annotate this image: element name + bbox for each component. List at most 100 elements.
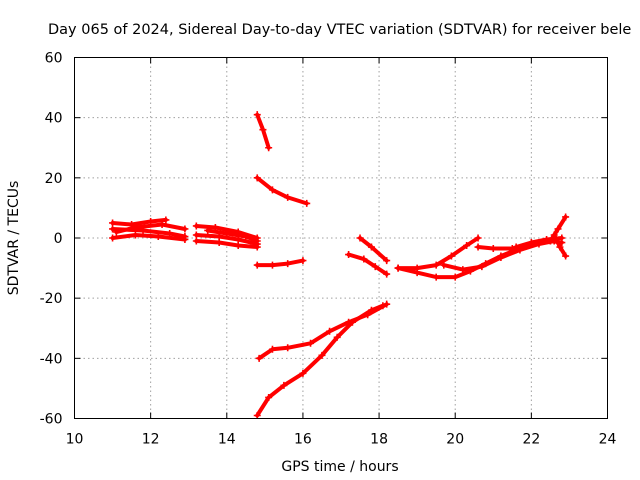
x-tick-label: 16 bbox=[294, 432, 312, 448]
x-tick-label: 22 bbox=[522, 432, 540, 448]
data-point-marker bbox=[451, 273, 459, 281]
data-point-marker bbox=[192, 222, 200, 230]
data-series bbox=[109, 225, 189, 240]
data-point-marker bbox=[253, 237, 261, 245]
data-point-marker bbox=[554, 225, 562, 233]
data-point-marker bbox=[215, 239, 223, 247]
y-tick-label: -40 bbox=[40, 351, 63, 367]
series-track bbox=[205, 228, 260, 243]
data-point-marker bbox=[268, 186, 276, 194]
series-track bbox=[110, 233, 187, 242]
data-point-marker bbox=[192, 237, 200, 245]
data-point-marker bbox=[139, 226, 147, 234]
data-point-marker bbox=[546, 237, 554, 245]
data-series bbox=[550, 231, 570, 260]
data-series bbox=[253, 257, 307, 269]
data-series bbox=[253, 302, 387, 419]
y-axis-label: SDTVAR / TECUs bbox=[6, 181, 22, 296]
data-point-marker bbox=[204, 226, 212, 234]
series-track bbox=[194, 239, 260, 249]
data-point-marker bbox=[367, 306, 375, 314]
data-point-marker bbox=[550, 231, 558, 239]
x-tick-label: 12 bbox=[142, 432, 160, 448]
data-point-marker bbox=[253, 243, 261, 251]
data-series bbox=[204, 226, 261, 245]
data-point-marker bbox=[166, 229, 174, 237]
data-point-marker bbox=[223, 229, 231, 237]
series-track bbox=[255, 175, 309, 206]
data-point-marker bbox=[253, 111, 261, 119]
data-point-marker bbox=[356, 234, 364, 242]
x-tick-label: 18 bbox=[370, 432, 388, 448]
data-point-marker bbox=[333, 333, 341, 341]
data-point-marker bbox=[394, 264, 402, 272]
data-point-marker bbox=[253, 411, 261, 419]
data-point-marker bbox=[367, 243, 375, 251]
y-tick-label: -60 bbox=[40, 412, 63, 428]
data-point-marker bbox=[284, 344, 292, 352]
data-point-marker bbox=[259, 126, 267, 134]
y-tick-label: 0 bbox=[54, 231, 63, 247]
data-series bbox=[546, 213, 570, 245]
data-point-marker bbox=[253, 261, 261, 269]
data-series bbox=[253, 174, 311, 207]
data-point-marker bbox=[181, 225, 189, 233]
series-track bbox=[110, 217, 168, 227]
data-point-marker bbox=[474, 243, 482, 251]
data-point-marker bbox=[508, 245, 516, 253]
data-point-marker bbox=[299, 369, 307, 377]
data-point-marker bbox=[162, 216, 170, 224]
data-point-marker bbox=[268, 345, 276, 353]
data-point-marker bbox=[242, 232, 250, 240]
data-point-marker bbox=[360, 255, 368, 263]
data-point-marker bbox=[109, 219, 117, 227]
data-series bbox=[394, 234, 482, 272]
data-series bbox=[345, 251, 391, 278]
y-tick-label: 40 bbox=[45, 111, 63, 127]
data-point-marker bbox=[543, 236, 551, 244]
data-point-marker bbox=[181, 232, 189, 240]
data-point-marker bbox=[562, 213, 570, 221]
data-point-marker bbox=[303, 199, 311, 207]
data-point-marker bbox=[348, 318, 356, 326]
data-point-marker bbox=[440, 261, 448, 269]
data-point-marker bbox=[268, 261, 276, 269]
series-track bbox=[255, 303, 385, 418]
x-tick-label: 24 bbox=[599, 432, 617, 448]
chart-title: Day 065 of 2024, Sidereal Day-to-day VTE… bbox=[48, 22, 631, 38]
series-track bbox=[194, 233, 260, 246]
data-point-marker bbox=[192, 231, 200, 239]
series-track bbox=[346, 252, 389, 277]
data-point-marker bbox=[512, 243, 520, 251]
data-point-marker bbox=[265, 393, 273, 401]
tick-layer: 10 12 14 16 18 20 22 24 -60 -40 -20 0 20 40 60 bbox=[40, 51, 617, 448]
data-series bbox=[109, 216, 170, 228]
data-point-marker bbox=[474, 234, 482, 242]
y-tick-label: 20 bbox=[45, 171, 63, 187]
y-tick-label: -20 bbox=[40, 291, 63, 307]
data-point-marker bbox=[478, 263, 486, 271]
data-point-marker bbox=[158, 220, 166, 228]
x-axis-label: GPS time / hours bbox=[281, 459, 398, 475]
x-tick-label: 10 bbox=[66, 432, 84, 448]
data-point-marker bbox=[463, 242, 471, 250]
data-point-marker bbox=[383, 257, 391, 265]
series-track bbox=[194, 224, 260, 240]
data-point-marker bbox=[497, 254, 505, 262]
x-tick-label: 20 bbox=[446, 432, 464, 448]
data-point-marker bbox=[562, 252, 570, 260]
data-point-marker bbox=[326, 327, 334, 335]
data-point-marker bbox=[413, 264, 421, 272]
data-point-marker bbox=[109, 225, 117, 233]
data-point-marker bbox=[489, 245, 497, 253]
series-layer bbox=[109, 111, 570, 419]
data-point-marker bbox=[447, 252, 455, 260]
x-tick-label: 14 bbox=[218, 432, 236, 448]
data-point-marker bbox=[284, 260, 292, 268]
data-point-marker bbox=[558, 234, 566, 242]
data-point-marker bbox=[318, 351, 326, 359]
data-point-marker bbox=[255, 354, 263, 362]
data-point-marker bbox=[253, 174, 261, 182]
data-point-marker bbox=[432, 273, 440, 281]
series-track bbox=[255, 258, 305, 268]
